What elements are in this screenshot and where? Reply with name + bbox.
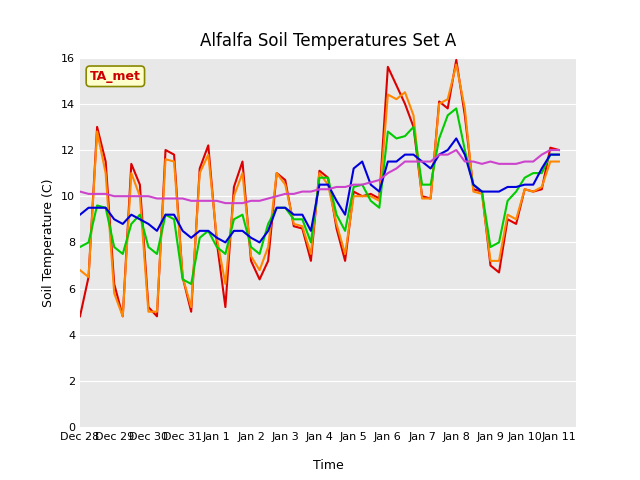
-4cm (76, 267, 84, 273)
-16cm (93, 205, 101, 211)
Text: TA_met: TA_met (90, 70, 141, 83)
-2cm (204, 143, 212, 148)
-32cm (102, 191, 109, 197)
-32cm (93, 191, 101, 197)
-4cm (213, 235, 221, 240)
-16cm (418, 159, 426, 165)
-8cm (102, 205, 109, 211)
Line: -8cm: -8cm (80, 108, 559, 284)
-32cm (221, 200, 229, 206)
-4cm (418, 196, 426, 202)
-8cm (188, 281, 195, 287)
-4cm (452, 61, 460, 67)
-16cm (102, 205, 109, 211)
-4cm (119, 313, 127, 319)
-32cm (204, 198, 212, 204)
-2cm (76, 313, 84, 319)
-2cm (282, 177, 289, 183)
X-axis label: Time: Time (312, 459, 344, 472)
-16cm (221, 240, 229, 245)
-8cm (76, 244, 84, 250)
-2cm (401, 101, 409, 107)
-2cm (102, 159, 109, 165)
-8cm (93, 203, 101, 208)
-2cm (555, 147, 563, 153)
-16cm (290, 212, 298, 217)
Line: -4cm: -4cm (80, 64, 559, 316)
-32cm (410, 159, 417, 165)
-32cm (452, 147, 460, 153)
-16cm (555, 152, 563, 157)
-4cm (410, 112, 417, 118)
-32cm (418, 159, 426, 165)
-8cm (410, 124, 417, 130)
Line: -32cm: -32cm (80, 150, 559, 203)
Y-axis label: Soil Temperature (C): Soil Temperature (C) (42, 178, 56, 307)
Line: -2cm: -2cm (80, 60, 559, 316)
-4cm (290, 221, 298, 227)
-8cm (555, 152, 563, 157)
-16cm (452, 135, 460, 141)
-32cm (76, 189, 84, 194)
-8cm (213, 244, 221, 250)
-16cm (410, 152, 417, 157)
-4cm (102, 170, 109, 176)
-4cm (555, 159, 563, 165)
-2cm (452, 57, 460, 63)
-8cm (290, 216, 298, 222)
-2cm (410, 124, 417, 130)
-2cm (93, 124, 101, 130)
-8cm (452, 106, 460, 111)
-32cm (555, 147, 563, 153)
-16cm (76, 212, 84, 217)
-8cm (418, 182, 426, 188)
Title: Alfalfa Soil Temperatures Set A: Alfalfa Soil Temperatures Set A (200, 33, 456, 50)
-32cm (290, 191, 298, 197)
-16cm (204, 228, 212, 234)
Line: -16cm: -16cm (80, 138, 559, 242)
-4cm (93, 129, 101, 134)
